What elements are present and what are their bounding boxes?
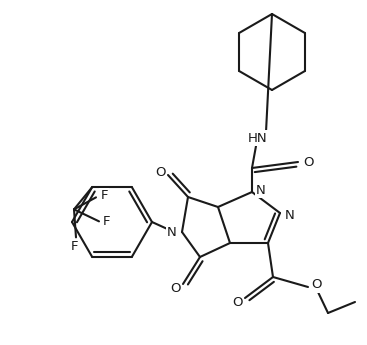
Text: N: N	[167, 226, 177, 238]
Text: F: F	[103, 215, 111, 228]
Text: O: O	[155, 166, 165, 178]
Text: F: F	[100, 189, 108, 202]
Text: O: O	[170, 283, 180, 296]
Text: O: O	[311, 278, 321, 292]
Text: O: O	[232, 296, 242, 309]
Text: O: O	[303, 156, 313, 168]
Text: HN: HN	[248, 131, 268, 145]
Text: N: N	[285, 208, 295, 221]
Text: N: N	[256, 184, 266, 197]
Text: F: F	[70, 240, 78, 253]
